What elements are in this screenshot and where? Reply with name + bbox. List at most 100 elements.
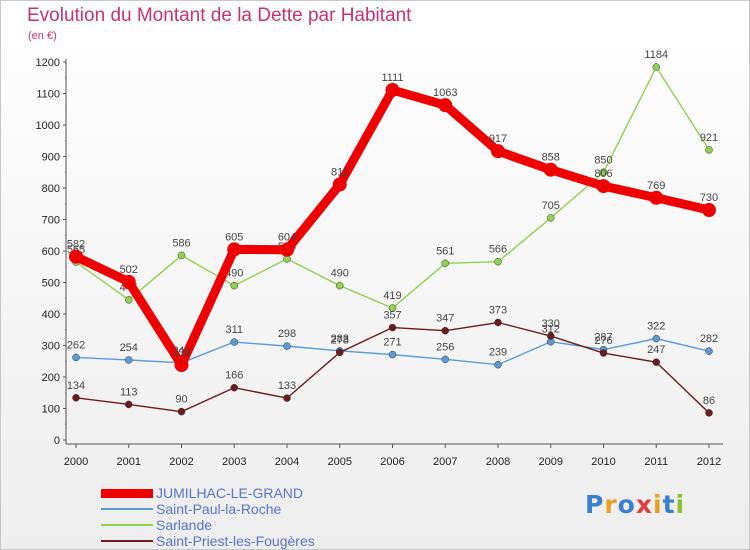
series-point	[230, 383, 238, 392]
data-label: 502	[120, 264, 138, 276]
data-label: 271	[383, 337, 401, 349]
logo-letter: t	[662, 490, 676, 519]
y-tick-label: 600	[42, 246, 60, 258]
data-label: 858	[542, 152, 560, 164]
x-tick-label: 2007	[433, 456, 457, 468]
y-tick-label: 1000	[36, 120, 60, 132]
series-point	[494, 257, 502, 266]
data-label: 806	[594, 168, 612, 180]
series-point	[121, 274, 136, 289]
series-point	[599, 168, 608, 176]
data-label: 322	[647, 321, 665, 333]
y-tick-label: 0	[54, 435, 60, 447]
series-point	[596, 179, 611, 194]
data-label: 705	[542, 200, 560, 212]
data-label: 278	[331, 334, 349, 346]
data-label: 373	[489, 305, 507, 317]
data-label: 256	[436, 341, 454, 353]
x-tick-label: 2006	[380, 456, 404, 468]
data-label: 262	[67, 339, 85, 351]
proxiti-logo: Proxiti	[585, 490, 685, 519]
data-label: 298	[278, 328, 296, 340]
series-point	[283, 394, 291, 402]
legend-swatch	[101, 508, 153, 510]
series-point	[388, 304, 397, 312]
data-label: 133	[278, 380, 296, 392]
series-point	[705, 146, 713, 154]
series-point	[491, 144, 505, 159]
series-point	[649, 190, 664, 205]
series-point	[230, 338, 238, 346]
data-label: 490	[331, 268, 349, 280]
data-label: 582	[67, 239, 85, 251]
data-label: 287	[594, 332, 612, 344]
x-tick-label: 2008	[486, 456, 510, 468]
series-point	[332, 177, 347, 192]
y-tick-label: 500	[42, 278, 60, 290]
x-tick-label: 2002	[169, 456, 193, 468]
series-point	[494, 318, 502, 327]
logo-letter: i	[675, 490, 686, 519]
series-point	[388, 323, 397, 332]
series-point	[652, 334, 660, 343]
x-tick-label: 2005	[328, 456, 352, 468]
series-point	[125, 356, 133, 364]
logo-letter: i	[653, 490, 663, 519]
series-point	[547, 214, 555, 222]
series-point	[702, 203, 716, 218]
data-label: 730	[700, 192, 718, 204]
data-label: 605	[225, 231, 243, 243]
x-tick-label: 2000	[64, 456, 88, 468]
data-label: 311	[225, 324, 243, 336]
data-label: 330	[542, 318, 560, 330]
series-point	[494, 360, 502, 369]
x-tick-label: 2009	[539, 456, 563, 468]
series-point	[652, 358, 660, 366]
legend-label: Saint-Paul-la-Roche	[156, 501, 282, 517]
series-point	[705, 409, 713, 417]
series-point	[125, 296, 133, 304]
y-tick-label: 200	[42, 372, 60, 384]
logo-letter: x	[635, 490, 653, 519]
series-point	[388, 350, 397, 359]
y-tick-label: 1100	[36, 89, 60, 101]
legend-swatch	[101, 488, 153, 498]
data-label: 254	[120, 342, 138, 354]
logo-letter: r	[604, 490, 618, 519]
data-label: 134	[67, 380, 85, 392]
x-tick-label: 2010	[591, 456, 615, 468]
series-point	[177, 407, 186, 416]
data-label: 239	[489, 347, 507, 359]
data-label: 113	[120, 386, 138, 398]
data-label: 347	[436, 313, 454, 325]
data-label: 90	[175, 394, 187, 406]
series-point	[177, 251, 186, 260]
legend-label: Sarlande	[156, 517, 213, 533]
y-tick-label: 1200	[36, 57, 60, 69]
x-tick-label: 2012	[697, 456, 721, 468]
series-point	[69, 249, 83, 264]
series-point	[441, 355, 449, 364]
data-label: 917	[489, 133, 507, 145]
series-point	[599, 349, 608, 357]
data-label: 769	[647, 180, 665, 192]
series-point	[441, 259, 449, 268]
series-point	[227, 242, 242, 257]
series-point	[174, 358, 189, 373]
series-point	[72, 394, 80, 402]
data-label: 1063	[433, 87, 457, 99]
data-label: 312	[542, 324, 560, 336]
legend-swatch	[101, 524, 153, 526]
data-label: 282	[700, 333, 718, 345]
series-point	[280, 242, 294, 257]
series-point	[125, 400, 133, 409]
data-label: 166	[225, 370, 243, 382]
legend-swatch	[101, 540, 153, 542]
data-label: 561	[436, 245, 454, 257]
data-label: 247	[647, 344, 665, 356]
legend-label: JUMILHAC-LE-GRAND	[156, 485, 304, 501]
chart-title: Evolution du Montant de la Dette par Hab…	[27, 5, 412, 26]
data-label: 419	[383, 290, 401, 302]
series-point	[230, 281, 238, 290]
